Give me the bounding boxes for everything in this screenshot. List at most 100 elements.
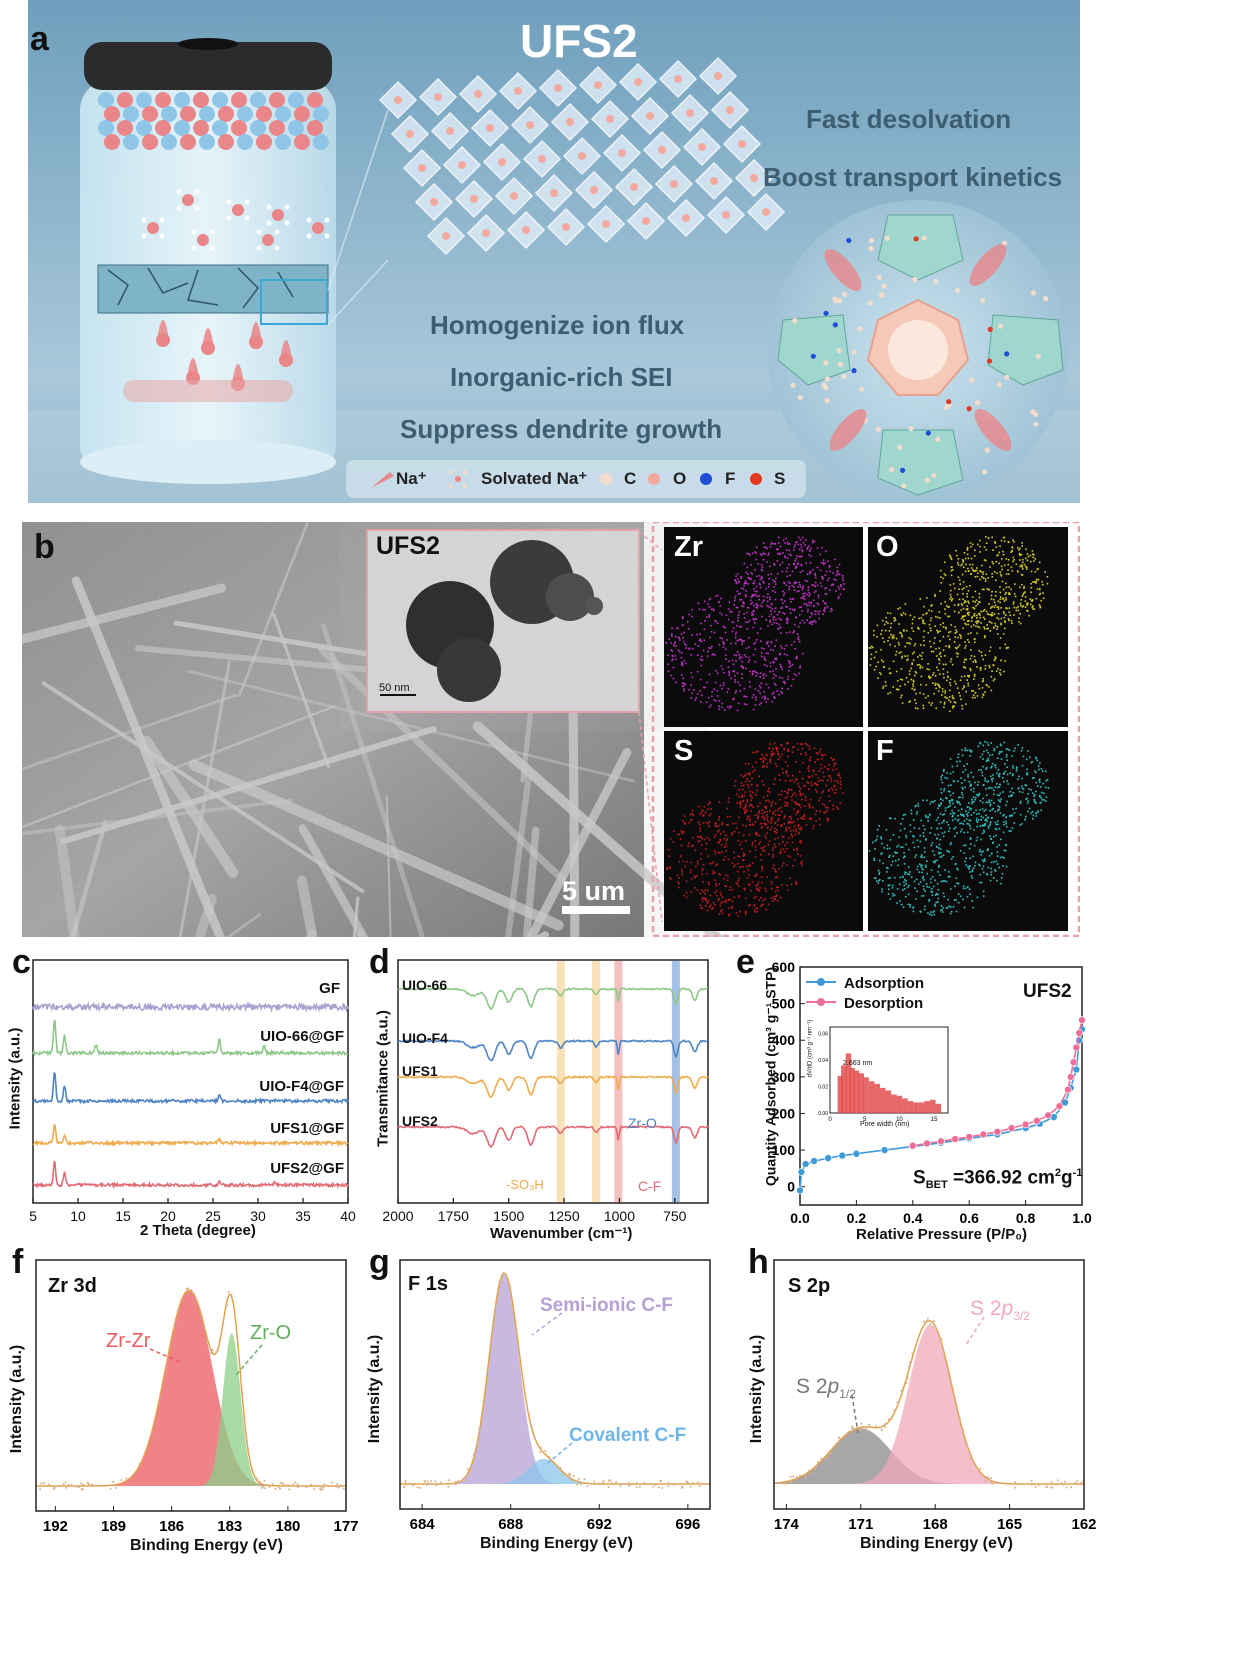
xps-raw-point xyxy=(699,1482,702,1485)
xps-raw-point xyxy=(111,1484,114,1487)
x-tick-label: 0.4 xyxy=(903,1210,923,1226)
xps-raw-point xyxy=(428,1482,431,1485)
xps-raw-point xyxy=(638,1485,641,1488)
tem-inset xyxy=(366,529,640,713)
xrd-series-line xyxy=(32,1071,349,1106)
bet-point xyxy=(951,1135,959,1143)
xps-raw-point xyxy=(176,1309,179,1312)
xps-raw-point xyxy=(575,1480,578,1483)
xps-raw-point xyxy=(1034,1486,1037,1489)
inset-bar xyxy=(879,1087,886,1113)
xps-raw-point xyxy=(905,1382,908,1385)
plot-frame xyxy=(773,1259,1085,1510)
xps-raw-point xyxy=(579,1483,582,1486)
xps-envelope xyxy=(400,1272,710,1485)
xrd-series-line xyxy=(32,1123,349,1148)
xps-raw-point xyxy=(1070,1486,1073,1489)
xps-raw-point xyxy=(454,1481,457,1484)
eds-map-s xyxy=(664,731,863,931)
bet-point xyxy=(797,1168,806,1176)
eds-label-o: O xyxy=(876,531,899,563)
inset-y-tick-label: 0.04 xyxy=(818,1058,828,1064)
xps-raw-point xyxy=(95,1485,98,1488)
xps-raw-point xyxy=(192,1292,195,1295)
peak-label-covalent: Covalent C-F xyxy=(569,1425,687,1446)
xps-raw-point xyxy=(439,1481,442,1484)
peak-label-s2p-32: S 2p3/2 xyxy=(970,1297,1030,1324)
xps-raw-point xyxy=(1056,1479,1059,1482)
xps-raw-point xyxy=(1076,1479,1079,1482)
xps-raw-point xyxy=(337,1486,340,1489)
panel-label: b xyxy=(34,528,55,566)
eds-label-f: F xyxy=(876,735,894,767)
xps-raw-point xyxy=(1046,1486,1049,1489)
xps-raw-point xyxy=(164,1366,167,1369)
xps-raw-point xyxy=(296,1483,299,1486)
x-axis-label: Binding Energy (eV) xyxy=(130,1537,283,1554)
xps-raw-point xyxy=(860,1422,863,1425)
panel-a-title: UFS2 xyxy=(520,15,638,67)
xps-raw-point xyxy=(657,1486,660,1489)
x-tick-label: 1250 xyxy=(548,1208,579,1224)
x-tick-label: 1000 xyxy=(604,1208,635,1224)
xps-raw-point xyxy=(279,1487,282,1490)
panel-label: c xyxy=(12,943,31,981)
panel-b: b 5 um UFS2 50 nm Zr O S F xyxy=(0,520,1081,1338)
xps-raw-point xyxy=(619,1485,622,1488)
inset-y-label: dV/dD (cm³ g⁻¹ nm⁻¹) xyxy=(807,1019,814,1078)
xps-raw-point xyxy=(544,1450,547,1453)
plot-frame xyxy=(32,959,349,1204)
legend-desorption: Desorption xyxy=(844,995,924,1012)
xps-raw-point xyxy=(64,1481,67,1484)
plot-frame xyxy=(35,1259,347,1512)
bet-point xyxy=(1044,1111,1052,1120)
x-axis-label: Relative Pressure (P/P₀) xyxy=(856,1226,1028,1243)
xps-raw-point xyxy=(465,1476,468,1479)
x-tick-label: 177 xyxy=(333,1518,358,1535)
xps-raw-point xyxy=(1014,1481,1017,1484)
xps-raw-point xyxy=(926,1317,929,1320)
panel-d: 2000 1750 1500 1250 1000 750 d UIO-66 UIO-F4 … xyxy=(369,943,750,1245)
ftir-series-line xyxy=(397,1039,709,1062)
xps-raw-point xyxy=(115,1484,118,1487)
benefit-homogenize-ion-flux: Homogenize ion flux xyxy=(430,310,685,340)
inset-x-tick-label: 5 xyxy=(863,1117,867,1123)
xps-raw-point xyxy=(893,1409,896,1412)
eds-label-zr: Zr xyxy=(674,531,703,563)
xps-raw-point xyxy=(274,1487,277,1490)
xps-raw-point xyxy=(864,1428,867,1431)
inset-bar xyxy=(913,1102,919,1113)
xps-raw-point xyxy=(906,1376,909,1379)
x-tick-label: 20 xyxy=(160,1208,176,1224)
xps-s2p-chart: 174 171 168 165 162 xyxy=(773,1259,1097,1533)
legend-solvated-na: Solvated Na⁺ xyxy=(481,469,588,488)
legend-na: Na⁺ xyxy=(396,469,427,488)
panel-g: 684 688 692 696 g F 1s Semi-ionic C-F Coval… xyxy=(366,1243,744,1565)
bet-point xyxy=(1064,1085,1072,1094)
xps-raw-point xyxy=(463,1479,466,1482)
xps-raw-point xyxy=(857,1427,860,1430)
xps-raw-point xyxy=(1055,1483,1058,1486)
x-tick-label: 192 xyxy=(43,1518,68,1535)
xps-raw-point xyxy=(883,1423,886,1426)
bet-point xyxy=(796,1186,804,1195)
xps-raw-point xyxy=(112,1480,115,1483)
xps-raw-point xyxy=(850,1430,853,1433)
x-tick-label: 5 xyxy=(29,1208,37,1224)
mof-lattice-illustration xyxy=(378,56,786,256)
xps-raw-point xyxy=(990,1480,993,1483)
bet-point xyxy=(1055,1102,1064,1110)
panel-label: e xyxy=(736,943,755,981)
xps-raw-point xyxy=(454,1483,457,1486)
xps-raw-point xyxy=(339,1484,342,1487)
ftir-band xyxy=(614,961,623,1202)
xps-raw-point xyxy=(809,1472,812,1475)
xps-fit-peak xyxy=(400,1458,710,1484)
xps-raw-point xyxy=(698,1485,701,1488)
xrd-chart: 5 10 15 20 25 30 35 40 xyxy=(29,959,356,1224)
tem-scale-label: 50 nm xyxy=(379,682,410,694)
x-axis-label: Binding Energy (eV) xyxy=(860,1535,1013,1552)
xps-raw-point xyxy=(429,1479,432,1482)
xps-raw-point xyxy=(990,1477,993,1480)
xps-raw-point xyxy=(661,1486,664,1489)
